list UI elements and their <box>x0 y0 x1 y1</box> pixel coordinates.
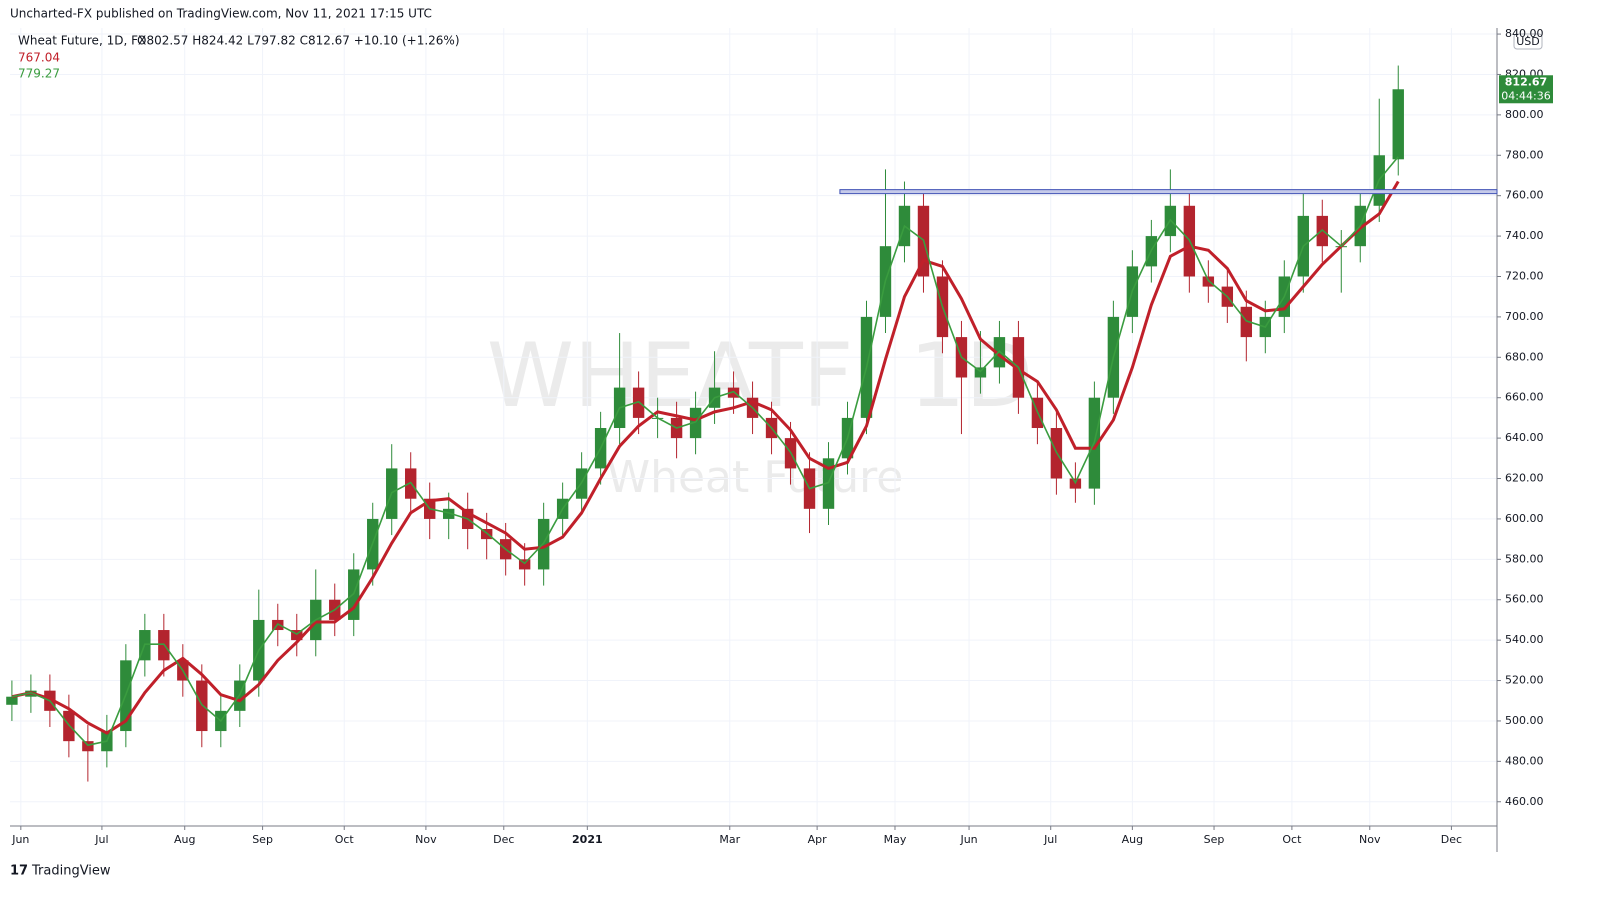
y-tick-label: 740.00 <box>1505 229 1544 242</box>
resistance-line <box>839 189 1498 195</box>
x-tick-label: Apr <box>808 833 828 846</box>
x-tick-label: Oct <box>335 833 355 846</box>
y-tick-label: 460.00 <box>1505 795 1544 808</box>
last-price: 812.67 <box>1505 75 1547 88</box>
ohlc: O802.57 H824.42 L797.82 C812.67 +10.10 (… <box>137 34 460 48</box>
currency[interactable]: USD <box>1516 35 1540 48</box>
plot <box>6 65 1498 782</box>
candle-body <box>1392 89 1404 160</box>
countdown: 04:44:36 <box>1501 89 1550 102</box>
y-tick-label: 580.00 <box>1505 552 1544 565</box>
symbol: Wheat Future, 1D, FX <box>18 34 146 48</box>
x-tick-label: Aug <box>174 833 195 846</box>
watermark-sub: Wheat Future <box>607 452 904 503</box>
x-tick-label: Nov <box>415 833 437 846</box>
last-price-box <box>1499 75 1553 104</box>
svg-text:17: 17 <box>10 864 28 879</box>
candle-body <box>6 696 18 705</box>
candle-body <box>518 559 531 570</box>
ma-slow-value: 767.04 <box>18 51 60 65</box>
x-tick-label: Oct <box>1282 833 1302 846</box>
y-tick-label: 720.00 <box>1505 269 1544 282</box>
candle-body <box>974 367 987 378</box>
candle-body <box>822 458 835 509</box>
y-tick-label: 760.00 <box>1505 189 1544 202</box>
candle-body <box>442 508 455 519</box>
candle-body <box>689 407 702 439</box>
y-tick-label: 560.00 <box>1505 593 1544 606</box>
x-tick-label: Jun <box>959 833 977 846</box>
watermark: WHEATF, 1D <box>487 324 1033 427</box>
grid <box>10 28 1497 826</box>
x-tick-label: Dec <box>493 833 514 846</box>
y-tick-label: 700.00 <box>1505 310 1544 323</box>
x-tick-label: Aug <box>1122 833 1143 846</box>
x-tick-label: Mar <box>719 833 740 846</box>
y-tick-label: 620.00 <box>1505 472 1544 485</box>
y-tick-label: 840.00 <box>1505 27 1544 40</box>
y-tick-label: 680.00 <box>1505 350 1544 363</box>
candle-body <box>82 741 94 752</box>
y-tick-label: 480.00 <box>1505 754 1544 767</box>
currency-box[interactable] <box>1513 33 1543 50</box>
logo-text: TradingView <box>31 864 111 879</box>
moving-average <box>11 156 1399 747</box>
x-tick-label: Sep <box>1204 833 1225 846</box>
y-tick-label: 780.00 <box>1505 148 1544 161</box>
y-tick-label: 520.00 <box>1505 674 1544 687</box>
x-tick-label: Jul <box>1043 833 1057 846</box>
ma-fast-value: 779.27 <box>18 67 60 81</box>
x-tick-label: May <box>884 833 907 846</box>
y-tick-label: 540.00 <box>1505 633 1544 646</box>
x-tick-label: Jul <box>94 833 108 846</box>
x-tick-label: Sep <box>252 833 273 846</box>
candle-body <box>291 630 303 641</box>
candle-body <box>1240 306 1253 338</box>
y-tick-label: 500.00 <box>1505 714 1544 727</box>
y-tick-label: 660.00 <box>1505 391 1544 404</box>
x-tick-label: Nov <box>1359 833 1381 846</box>
y-tick-label: 640.00 <box>1505 431 1544 444</box>
y-tick-label: 800.00 <box>1505 108 1544 121</box>
x-tick-label: Jun <box>11 833 29 846</box>
y-tick-label: 600.00 <box>1505 512 1544 525</box>
publisher: Uncharted-FX published on TradingView.co… <box>10 7 432 21</box>
x-tick-label: Dec <box>1441 833 1462 846</box>
moving-average <box>11 180 1400 735</box>
x-tick-label: 2021 <box>572 833 603 846</box>
logo: 17 TradingView <box>10 864 111 879</box>
